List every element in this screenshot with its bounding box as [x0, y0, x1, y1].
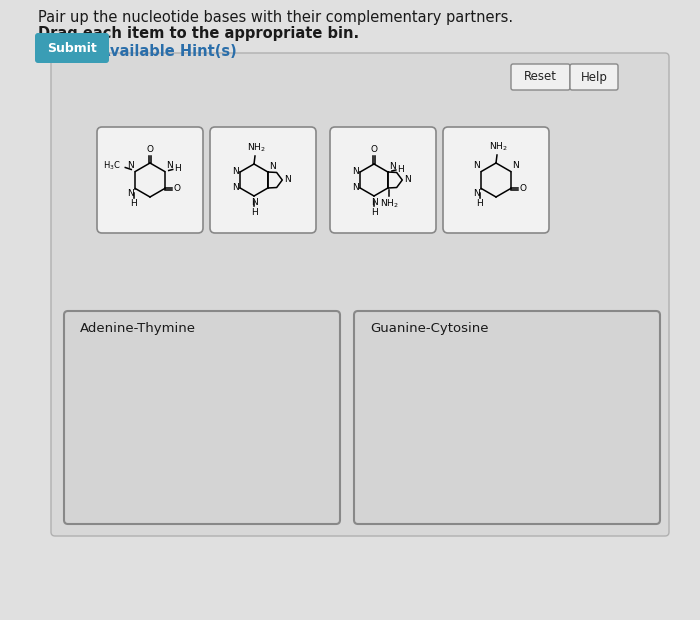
- Text: Pair up the nucleotide bases with their complementary partners.: Pair up the nucleotide bases with their …: [38, 10, 513, 25]
- FancyBboxPatch shape: [64, 311, 340, 524]
- Text: H: H: [397, 164, 404, 174]
- Text: ▶ View Available Hint(s): ▶ View Available Hint(s): [38, 44, 237, 59]
- Text: Submit: Submit: [47, 42, 97, 55]
- Text: $\mathsf{NH_2}$: $\mathsf{NH_2}$: [246, 141, 265, 154]
- Text: N: N: [389, 162, 396, 171]
- FancyBboxPatch shape: [330, 127, 436, 233]
- Text: N: N: [405, 175, 411, 185]
- Text: $\mathsf{NH_2}$: $\mathsf{NH_2}$: [380, 198, 400, 211]
- Text: H: H: [174, 164, 181, 173]
- Text: $\mathsf{H_3C}$: $\mathsf{H_3C}$: [104, 159, 121, 172]
- Text: N: N: [473, 190, 480, 198]
- Text: N: N: [127, 161, 134, 171]
- Text: N: N: [269, 162, 276, 171]
- FancyBboxPatch shape: [35, 33, 109, 63]
- Text: $\mathsf{NH_2}$: $\mathsf{NH_2}$: [489, 141, 508, 153]
- Text: N: N: [352, 167, 359, 177]
- Text: O: O: [370, 145, 377, 154]
- Text: Adenine-Thymine: Adenine-Thymine: [80, 322, 196, 335]
- Text: N: N: [232, 184, 239, 192]
- Text: N: N: [127, 190, 134, 198]
- Text: H: H: [130, 200, 136, 208]
- Text: N: N: [251, 198, 258, 207]
- Text: H: H: [251, 208, 258, 217]
- Text: N: N: [232, 167, 239, 177]
- Text: H: H: [370, 208, 377, 217]
- Text: N: N: [166, 161, 172, 171]
- Text: N: N: [370, 198, 377, 207]
- FancyBboxPatch shape: [97, 127, 203, 233]
- Text: N: N: [352, 184, 359, 192]
- Text: H: H: [476, 200, 483, 208]
- Text: N: N: [284, 175, 291, 185]
- Text: N: N: [512, 161, 519, 171]
- FancyBboxPatch shape: [210, 127, 316, 233]
- Text: Reset: Reset: [524, 71, 556, 84]
- Text: Guanine-Cytosine: Guanine-Cytosine: [370, 322, 489, 335]
- Text: O: O: [519, 184, 526, 193]
- FancyBboxPatch shape: [511, 64, 570, 90]
- Text: N: N: [473, 161, 480, 171]
- FancyBboxPatch shape: [570, 64, 618, 90]
- Text: Drag each item to the appropriate bin.: Drag each item to the appropriate bin.: [38, 26, 359, 41]
- FancyBboxPatch shape: [443, 127, 549, 233]
- FancyBboxPatch shape: [354, 311, 660, 524]
- Text: Help: Help: [580, 71, 608, 84]
- Text: O: O: [146, 145, 153, 154]
- FancyBboxPatch shape: [51, 53, 669, 536]
- Text: O: O: [174, 184, 181, 193]
